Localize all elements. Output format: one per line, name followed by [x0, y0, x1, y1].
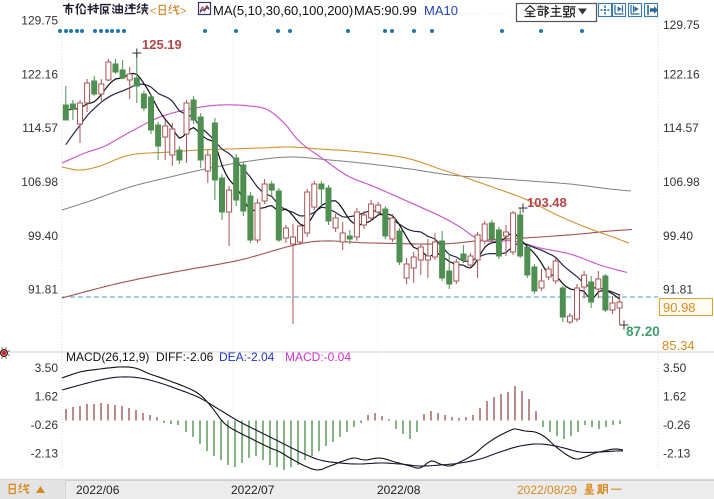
- svg-text:114.57: 114.57: [663, 121, 699, 135]
- svg-text:125.19: 125.19: [142, 37, 182, 52]
- svg-text:2022/08/29: 2022/08/29: [517, 483, 577, 497]
- svg-text:>: >: [180, 6, 186, 18]
- svg-text:3.50: 3.50: [35, 361, 59, 375]
- svg-text:MA5:90.99: MA5:90.99: [354, 3, 417, 18]
- svg-text:MA(5,10,30,60,100,200): MA(5,10,30,60,100,200): [213, 3, 353, 18]
- svg-text:114.57: 114.57: [22, 121, 58, 135]
- svg-text:106.98: 106.98: [21, 175, 58, 189]
- svg-text:106.98: 106.98: [663, 175, 700, 189]
- svg-text:-0.26: -0.26: [663, 418, 691, 432]
- svg-text:122.16: 122.16: [663, 67, 700, 81]
- svg-text:MACD:-0.04: MACD:-0.04: [285, 350, 351, 364]
- svg-text:129.75: 129.75: [663, 18, 700, 32]
- svg-text:99.40: 99.40: [28, 229, 58, 243]
- svg-text:<: <: [150, 6, 156, 18]
- svg-text:99.40: 99.40: [663, 229, 693, 243]
- svg-text:1.62: 1.62: [35, 390, 59, 404]
- svg-text:85.34: 85.34: [662, 338, 695, 353]
- svg-text:1.62: 1.62: [663, 390, 687, 404]
- svg-text:-2.13: -2.13: [663, 447, 691, 461]
- svg-text:90.98: 90.98: [663, 300, 696, 315]
- svg-text:-0.26: -0.26: [31, 418, 59, 432]
- svg-text:87.20: 87.20: [626, 324, 660, 339]
- svg-text:2022/06: 2022/06: [76, 483, 120, 497]
- svg-text:MACD(26,12,9): MACD(26,12,9): [66, 350, 149, 364]
- svg-text:103.48: 103.48: [527, 195, 567, 210]
- svg-text:3.50: 3.50: [663, 361, 687, 375]
- svg-text:129.75: 129.75: [21, 14, 58, 28]
- svg-text:91.81: 91.81: [663, 283, 693, 297]
- svg-text:-2.13: -2.13: [31, 447, 59, 461]
- svg-text:2022/07: 2022/07: [231, 483, 275, 497]
- svg-text:DIFF:-2.06: DIFF:-2.06: [156, 350, 214, 364]
- svg-text:DEA:-2.04: DEA:-2.04: [219, 350, 275, 364]
- svg-text:MA10: MA10: [424, 3, 458, 18]
- svg-text:2022/08: 2022/08: [377, 483, 421, 497]
- svg-text:122.16: 122.16: [21, 67, 58, 81]
- svg-text:91.81: 91.81: [28, 283, 58, 297]
